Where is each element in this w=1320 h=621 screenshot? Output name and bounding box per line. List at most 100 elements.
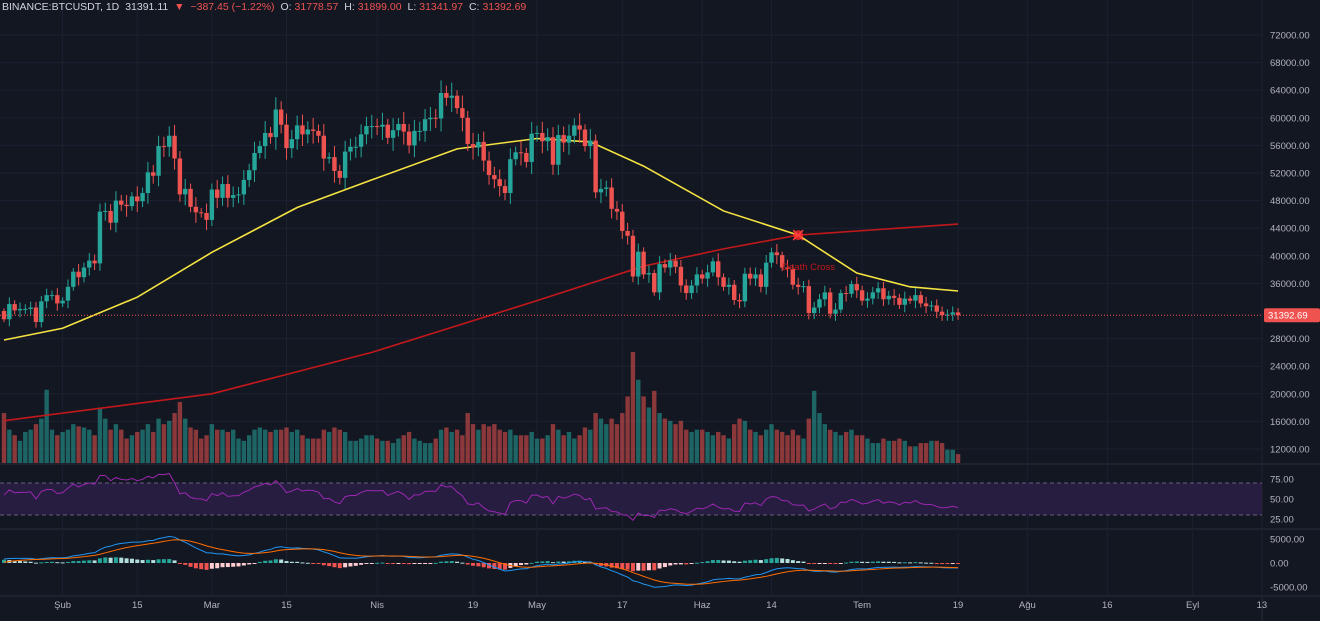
macd-histogram-bar xyxy=(348,563,353,567)
volume-bar xyxy=(721,435,726,463)
volume-bar xyxy=(716,431,721,463)
candle-body xyxy=(124,204,129,207)
candle-body xyxy=(801,286,806,288)
volume-bar xyxy=(225,431,231,463)
candle xyxy=(7,297,12,327)
macd-histogram-bar xyxy=(375,562,380,564)
candle xyxy=(881,281,886,306)
candle xyxy=(454,90,460,114)
macd-histogram-bar xyxy=(737,561,742,563)
candle xyxy=(598,178,604,204)
macd-histogram-bar xyxy=(353,563,358,566)
high-label: H: xyxy=(344,1,355,13)
time-tick-label: Şub xyxy=(54,600,71,611)
macd-histogram-bar xyxy=(630,563,635,572)
macd-histogram-bar xyxy=(769,558,774,563)
volume-bar xyxy=(566,431,572,463)
candle xyxy=(716,253,721,286)
macd-histogram-bar xyxy=(556,561,561,563)
candle xyxy=(113,191,119,233)
candle-body xyxy=(923,303,929,307)
volume-bar xyxy=(955,454,961,463)
macd-histogram-bar xyxy=(934,563,939,564)
candle xyxy=(865,292,870,308)
volume-bar xyxy=(939,443,945,463)
signal-line xyxy=(3,539,959,585)
volume-bar xyxy=(785,435,790,463)
candle-body xyxy=(193,206,199,213)
close-value: 31392.69 xyxy=(482,1,527,13)
candle-body xyxy=(454,95,460,109)
volume-bar xyxy=(689,431,694,463)
macd-histogram-bar xyxy=(908,562,913,564)
candle-body xyxy=(689,285,694,294)
candle-body xyxy=(811,307,817,314)
macd-histogram-bar xyxy=(780,558,785,563)
volume-bar xyxy=(646,407,652,463)
candle xyxy=(822,285,828,307)
candle-body xyxy=(55,295,60,304)
volume-bar xyxy=(907,446,913,463)
candle-body xyxy=(684,285,689,294)
macd-histogram-bar xyxy=(444,561,449,563)
candle-body xyxy=(87,260,92,268)
candle xyxy=(939,306,945,321)
candle xyxy=(215,179,220,209)
candle xyxy=(103,202,108,221)
candle xyxy=(97,203,103,271)
candle xyxy=(17,302,23,318)
macd-histogram-bar xyxy=(897,562,902,564)
macd-histogram-bar xyxy=(945,563,950,564)
volume-bar xyxy=(465,413,470,463)
volume-bar xyxy=(726,438,732,463)
candle-body xyxy=(358,134,364,147)
candle xyxy=(588,128,593,159)
candle xyxy=(326,152,332,164)
candle xyxy=(396,118,401,137)
time-tick-label: 14 xyxy=(766,600,777,611)
macd-histogram-bar xyxy=(678,563,683,565)
volume-bar xyxy=(44,389,49,463)
candle xyxy=(390,118,396,151)
volume-bar xyxy=(774,429,780,463)
candle-body xyxy=(396,124,401,131)
macd-histogram-bar xyxy=(439,561,444,563)
volume-bar xyxy=(337,429,342,463)
candle-body xyxy=(97,211,103,264)
macd-histogram-bar xyxy=(455,561,460,563)
candle xyxy=(257,140,263,159)
candle xyxy=(769,247,774,268)
macd-histogram-bar xyxy=(119,557,124,563)
macd-histogram-bar xyxy=(17,561,22,563)
symbol-label[interactable]: BINANCE:BTCUSDT, 1D xyxy=(2,1,120,13)
macd-histogram-bar xyxy=(97,558,102,563)
macd-histogram-bar xyxy=(364,563,369,564)
volume-bar xyxy=(758,435,764,463)
macd-histogram-bar xyxy=(924,562,929,564)
candle xyxy=(428,106,433,132)
candle-body xyxy=(369,126,374,128)
candle-body xyxy=(44,295,49,302)
macd-histogram-bar xyxy=(529,562,534,564)
macd-histogram-bar xyxy=(103,557,108,563)
volume-bar xyxy=(81,427,87,463)
candle-body xyxy=(779,255,785,268)
candle-body xyxy=(119,200,124,205)
candle-body xyxy=(428,117,433,120)
candle xyxy=(636,243,641,285)
candle-body xyxy=(209,189,215,220)
macd-histogram-bar xyxy=(646,563,651,571)
volume-bar xyxy=(838,435,844,463)
volume-bar xyxy=(236,438,241,463)
candle xyxy=(524,147,529,168)
candle-body xyxy=(710,261,716,273)
candle-body xyxy=(620,211,625,231)
candle xyxy=(241,170,247,205)
candle xyxy=(481,131,486,172)
candle xyxy=(545,128,550,151)
macd-histogram-bar xyxy=(55,562,60,564)
candle xyxy=(918,291,923,308)
candle xyxy=(348,138,353,161)
macd-histogram-bar xyxy=(519,563,524,566)
